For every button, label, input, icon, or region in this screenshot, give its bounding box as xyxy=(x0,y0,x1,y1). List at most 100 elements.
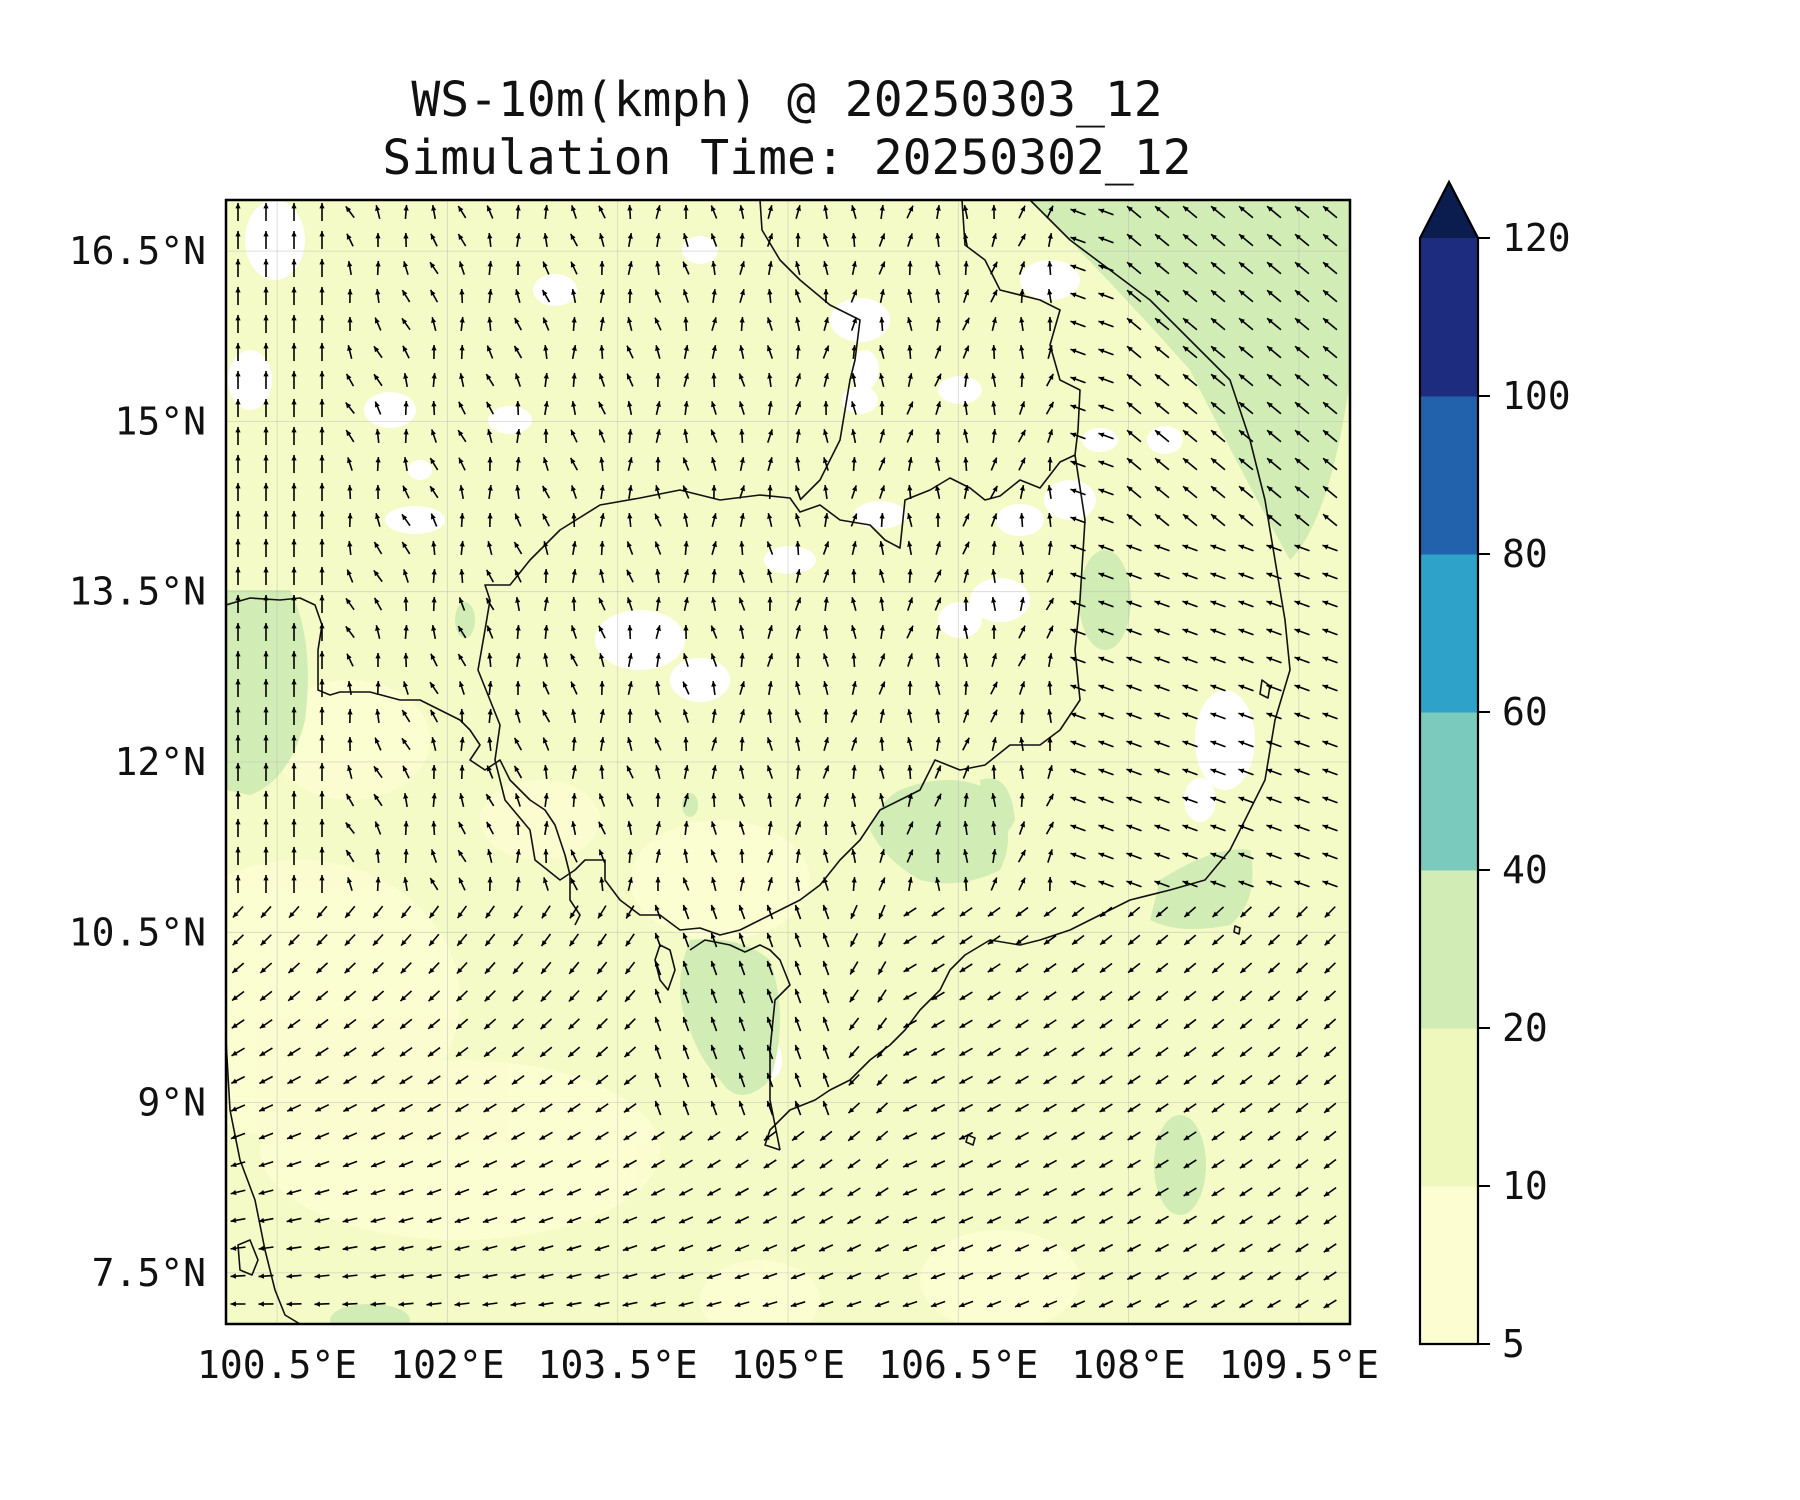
wind-arrow xyxy=(959,1019,973,1029)
wind-arrow xyxy=(1017,653,1027,667)
wind-arrow xyxy=(1098,460,1114,468)
wind-arrow xyxy=(515,260,521,276)
wind-arrow xyxy=(1266,317,1282,331)
wind-arrow xyxy=(543,848,549,864)
lat-tick-label: 10.5°N xyxy=(69,910,206,954)
wind-arrow xyxy=(795,793,801,807)
wind-arrow xyxy=(739,624,745,640)
wind-arrow xyxy=(1238,289,1254,303)
wind-arrow xyxy=(935,456,941,472)
wind-arrow xyxy=(1047,316,1053,332)
wind-arrow xyxy=(682,988,690,1004)
wind-arrow xyxy=(596,961,608,975)
wind-arrow xyxy=(1071,1047,1085,1057)
wind-arrow xyxy=(655,652,661,668)
wind-arrow xyxy=(459,316,465,332)
wind-arrow xyxy=(263,259,269,277)
wind-arrow xyxy=(314,1189,330,1196)
wind-arrow xyxy=(230,1301,246,1307)
wind-arrow xyxy=(375,428,381,444)
wind-arrow xyxy=(1019,596,1025,612)
wind-arrow xyxy=(431,764,437,780)
wind-arrow xyxy=(683,289,689,303)
wind-arrow xyxy=(319,399,325,417)
wind-arrow xyxy=(403,596,409,612)
wind-arrow xyxy=(794,932,802,948)
wind-arrow xyxy=(1127,1215,1141,1225)
wind-arrow xyxy=(739,204,745,220)
wind-arrow xyxy=(487,652,493,668)
wind-arrow xyxy=(235,483,241,501)
wind-arrow xyxy=(1046,625,1054,639)
wind-arrow xyxy=(794,1016,802,1032)
wind-arrow xyxy=(879,793,885,807)
wind-arrow xyxy=(1183,1243,1197,1253)
wind-arrow xyxy=(1070,516,1086,524)
wind-arrow xyxy=(1324,962,1336,974)
country-border-cambodia xyxy=(477,454,1086,936)
wind-arrow xyxy=(930,1188,946,1196)
wind-arrow xyxy=(515,848,521,864)
wind-arrow xyxy=(571,288,577,304)
wind-arrow xyxy=(1045,821,1055,835)
wind-arrow xyxy=(1042,1244,1058,1252)
wind-arrow xyxy=(1295,1299,1309,1309)
wind-arrow xyxy=(515,652,521,668)
wind-arrow xyxy=(375,260,381,276)
wind-arrow xyxy=(1210,684,1226,692)
wind-arrow xyxy=(851,792,857,808)
wind-arrow xyxy=(1182,457,1198,471)
wind-arrow xyxy=(1211,1103,1225,1113)
wind-arrow xyxy=(235,539,241,557)
wind-arrow xyxy=(370,1160,386,1168)
wind-arrow xyxy=(1182,600,1198,608)
wind-arrow xyxy=(766,765,774,779)
wind-arrow xyxy=(1017,429,1027,443)
wind-arrow xyxy=(345,793,355,807)
wind-arrow xyxy=(571,596,577,612)
wind-arrow xyxy=(1018,877,1026,891)
wind-arrow xyxy=(879,345,885,359)
wind-arrow xyxy=(763,1159,777,1169)
wind-arrow xyxy=(291,259,297,277)
wind-arrow xyxy=(1155,1243,1169,1253)
wind-arrow xyxy=(1071,934,1085,946)
wind-arrow xyxy=(402,765,410,779)
wind-arrow xyxy=(963,204,969,220)
wind-arrow xyxy=(1322,880,1338,888)
wind-arrow xyxy=(370,1188,386,1196)
wind-arrow xyxy=(1266,656,1282,664)
wind-arrow xyxy=(235,203,241,221)
wind-arrow xyxy=(428,962,440,974)
wind-arrow xyxy=(372,905,384,919)
wind-arrow xyxy=(286,1160,302,1168)
wind-arrow xyxy=(291,763,297,781)
wind-arrow xyxy=(625,905,635,919)
wind-arrow xyxy=(1155,1046,1169,1058)
wind-arrow xyxy=(622,1301,638,1307)
wind-arrow xyxy=(1070,376,1086,384)
wind-arrow xyxy=(762,1301,778,1308)
wind-arrow xyxy=(963,680,969,696)
wind-arrow xyxy=(235,287,241,305)
wind-arrow xyxy=(1098,768,1114,776)
wind-arrow xyxy=(795,373,801,387)
wind-arrow xyxy=(230,1189,246,1196)
wind-arrow xyxy=(401,289,411,303)
wind-arrow xyxy=(654,1044,662,1060)
wind-arrow xyxy=(1154,289,1170,303)
wind-arrow xyxy=(232,934,244,946)
wind-arrow xyxy=(598,373,606,387)
wind-arrow xyxy=(1210,600,1226,608)
wind-arrow xyxy=(1098,656,1114,664)
wind-arrow xyxy=(1070,1300,1086,1308)
wind-arrow xyxy=(710,988,718,1004)
wind-arrow xyxy=(373,765,383,779)
wind-arrow xyxy=(1098,1215,1114,1225)
wind-arrow xyxy=(512,933,524,947)
wind-arrow xyxy=(682,485,690,499)
wind-arrow xyxy=(907,737,913,751)
wind-arrow xyxy=(822,988,830,1004)
wind-arrow xyxy=(819,1130,833,1142)
wind-arrow xyxy=(986,1159,1002,1169)
